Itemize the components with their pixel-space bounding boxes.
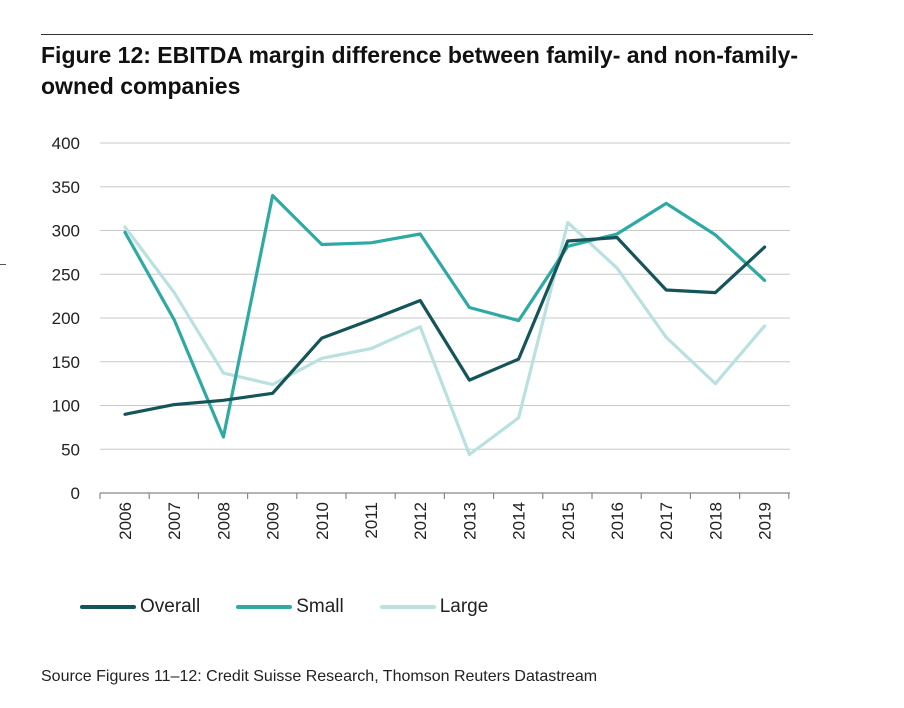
legend-label-large: Large	[439, 596, 489, 617]
side-mark	[0, 264, 6, 265]
x-tick-label-2018: 2018	[706, 502, 725, 540]
x-tick-label-2017: 2017	[657, 502, 676, 540]
legend-item-large: Large	[379, 596, 489, 618]
y-tick-label-100: 100	[52, 397, 80, 416]
top-rule	[41, 34, 813, 35]
legend-label-overall: Overall	[140, 596, 201, 617]
x-tick-label-2006: 2006	[116, 502, 135, 540]
x-tick-label-2008: 2008	[214, 502, 233, 540]
x-tick-label-2011: 2011	[362, 502, 381, 539]
axis-layer: 0 50 100 150 200 250 300 350 400 2006 2007 2008 2009…	[52, 134, 790, 540]
x-tick-label-2010: 2010	[313, 502, 332, 540]
legend: Overall Small Large	[80, 596, 524, 618]
x-tick-label-2015: 2015	[559, 502, 578, 540]
source-note: Source Figures 11–12: Credit Suisse Rese…	[41, 668, 598, 685]
y-tick-label-50: 50	[61, 440, 80, 459]
y-tick-label-400: 400	[52, 134, 80, 153]
legend-swatch-overall	[80, 605, 136, 609]
series-line-small	[123, 193, 767, 439]
legend-label-small: Small	[296, 596, 344, 617]
legend-swatch-small	[236, 605, 293, 609]
series-line-overall	[123, 235, 767, 416]
y-tick-label-300: 300	[52, 222, 80, 241]
legend-item-small: Small	[236, 596, 344, 618]
figure-title: Figure 12: EBITDA margin difference betw…	[41, 42, 798, 99]
y-tick-label-0: 0	[71, 484, 80, 503]
x-tick-label-2009: 2009	[264, 502, 283, 540]
series-layer	[123, 193, 767, 457]
y-tick-label-350: 350	[52, 178, 80, 197]
x-tick-label-2019: 2019	[756, 502, 775, 540]
grid-layer	[100, 142, 790, 450]
y-tick-label-200: 200	[52, 309, 80, 328]
x-tick-label-2007: 2007	[165, 502, 184, 540]
series-line-large	[123, 221, 767, 457]
y-tick-label-150: 150	[52, 353, 80, 372]
x-tick-label-2016: 2016	[608, 502, 627, 540]
legend-swatch-large	[379, 605, 436, 609]
x-tick-label-2012: 2012	[411, 502, 430, 540]
legend-item-overall: Overall	[80, 596, 200, 618]
y-tick-label-250: 250	[52, 265, 80, 284]
x-tick-label-2014: 2014	[510, 502, 529, 540]
x-tick-label-2013: 2013	[460, 502, 479, 540]
